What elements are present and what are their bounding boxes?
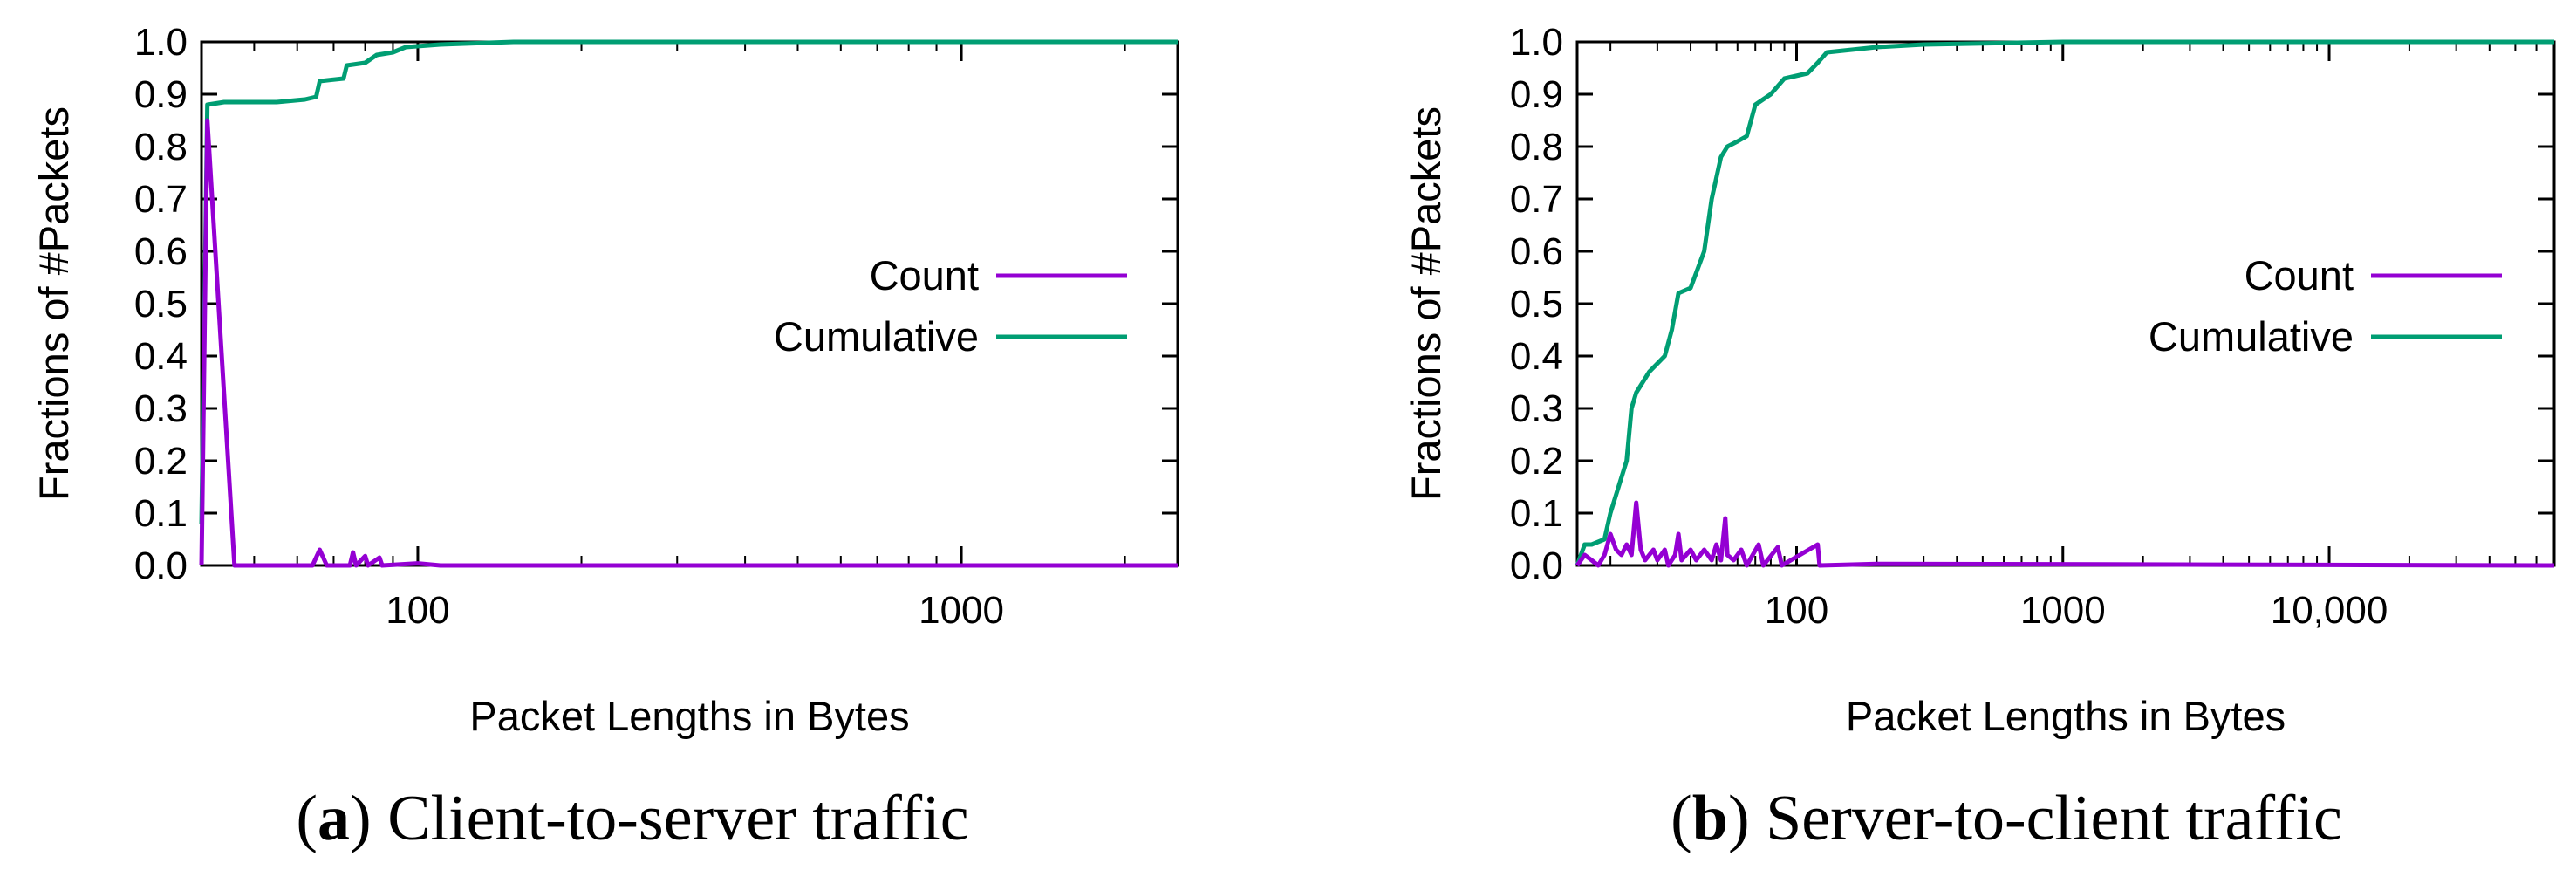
y-tick-label: 1.0 xyxy=(1510,21,1563,64)
legend-cumulative-label-a: Cumulative xyxy=(774,313,979,360)
legend-count-label-a: Count xyxy=(870,252,979,298)
y-tick-label: 0.1 xyxy=(134,492,188,535)
panel-a: 0.00.10.20.30.40.50.60.70.80.91.0 100 100… xyxy=(31,21,1179,854)
y-tick-label: 0.4 xyxy=(134,335,188,378)
y-axis-label-a: Fractions of #Packets xyxy=(31,106,77,501)
cumulative-series-line xyxy=(199,39,1178,524)
x-tick-label: 1000 xyxy=(2020,589,2106,632)
y-tick-label: 0.0 xyxy=(134,545,188,587)
series-lines-a xyxy=(199,39,1178,568)
tick-marks-a xyxy=(202,40,1178,567)
tick-marks-b xyxy=(1577,40,2554,567)
caption-text-b: Server-to-client traffic xyxy=(1750,783,2342,854)
caption-letter-b: b xyxy=(1692,783,1728,854)
legend-a: Count Cumulative xyxy=(774,252,1127,360)
y-tick-labels-a: 0.0 0.1 0.2 0.3 0.4 0.5 0.6 0.7 0.8 0.9 1.0 xyxy=(134,21,188,587)
y-tick-label: 0.9 xyxy=(134,73,188,116)
x-tick-labels-b: 100 1000 10,000 xyxy=(1765,589,2388,632)
x-axis-label-b: Packet Lengths in Bytes xyxy=(1846,693,2286,739)
x-tick-label: 1000 xyxy=(919,589,1004,632)
x-tick-label: 10,000 xyxy=(2271,589,2388,632)
y-tick-label: 0.1 xyxy=(1510,492,1563,535)
y-tick-label: 0.3 xyxy=(1510,387,1563,430)
y-tick-labels-b: 0.0 0.1 0.2 0.3 0.4 0.5 0.6 0.7 0.8 0.9 1.0 xyxy=(1510,21,1563,587)
y-tick-label: 0.4 xyxy=(1510,335,1563,378)
x-tick-label: 100 xyxy=(1765,589,1828,632)
x-tick-labels-a: 100 1000 xyxy=(386,589,1004,632)
y-tick-label: 0.5 xyxy=(1510,283,1563,325)
legend-count-label-b: Count xyxy=(2245,252,2354,298)
count-series-line xyxy=(1575,500,2555,568)
caption-text-a: Client-to-server traffic xyxy=(372,783,969,854)
series-lines-b xyxy=(1575,39,2555,568)
y-axis-label-b: Fractions of #Packets xyxy=(1403,106,1449,501)
y-tick-label: 0.0 xyxy=(1510,545,1563,587)
y-tick-label: 0.2 xyxy=(134,440,188,483)
y-tick-label: 1.0 xyxy=(134,21,188,64)
x-axis-label-a: Packet Lengths in Bytes xyxy=(469,693,909,739)
plot-frame-a xyxy=(200,40,1179,567)
y-tick-label: 0.5 xyxy=(134,283,188,325)
caption-letter-a: a xyxy=(318,783,350,854)
caption-b: (b) Server-to-client traffic xyxy=(1671,783,2342,854)
count-series-line xyxy=(199,118,1178,568)
x-tick-label: 100 xyxy=(386,589,449,632)
legend-cumulative-label-b: Cumulative xyxy=(2149,313,2354,360)
y-tick-label: 0.3 xyxy=(134,387,188,430)
plot-frame-b xyxy=(1575,40,2556,567)
caption-a: (a) Client-to-server traffic xyxy=(296,783,968,854)
legend-b: Count Cumulative xyxy=(2149,252,2502,360)
y-tick-label: 0.8 xyxy=(1510,126,1563,168)
panel-b: 0.00.10.20.30.40.50.60.70.80.91.0 100 100… xyxy=(1403,21,2556,854)
y-tick-label: 0.7 xyxy=(1510,178,1563,221)
y-tick-label: 0.8 xyxy=(134,126,188,168)
y-tick-label: 0.6 xyxy=(1510,230,1563,273)
y-tick-label: 0.9 xyxy=(1510,73,1563,116)
cumulative-series-line xyxy=(1575,39,2554,566)
y-tick-label: 0.2 xyxy=(1510,440,1563,483)
y-tick-label: 0.7 xyxy=(134,178,188,221)
y-tick-label: 0.6 xyxy=(134,230,188,273)
